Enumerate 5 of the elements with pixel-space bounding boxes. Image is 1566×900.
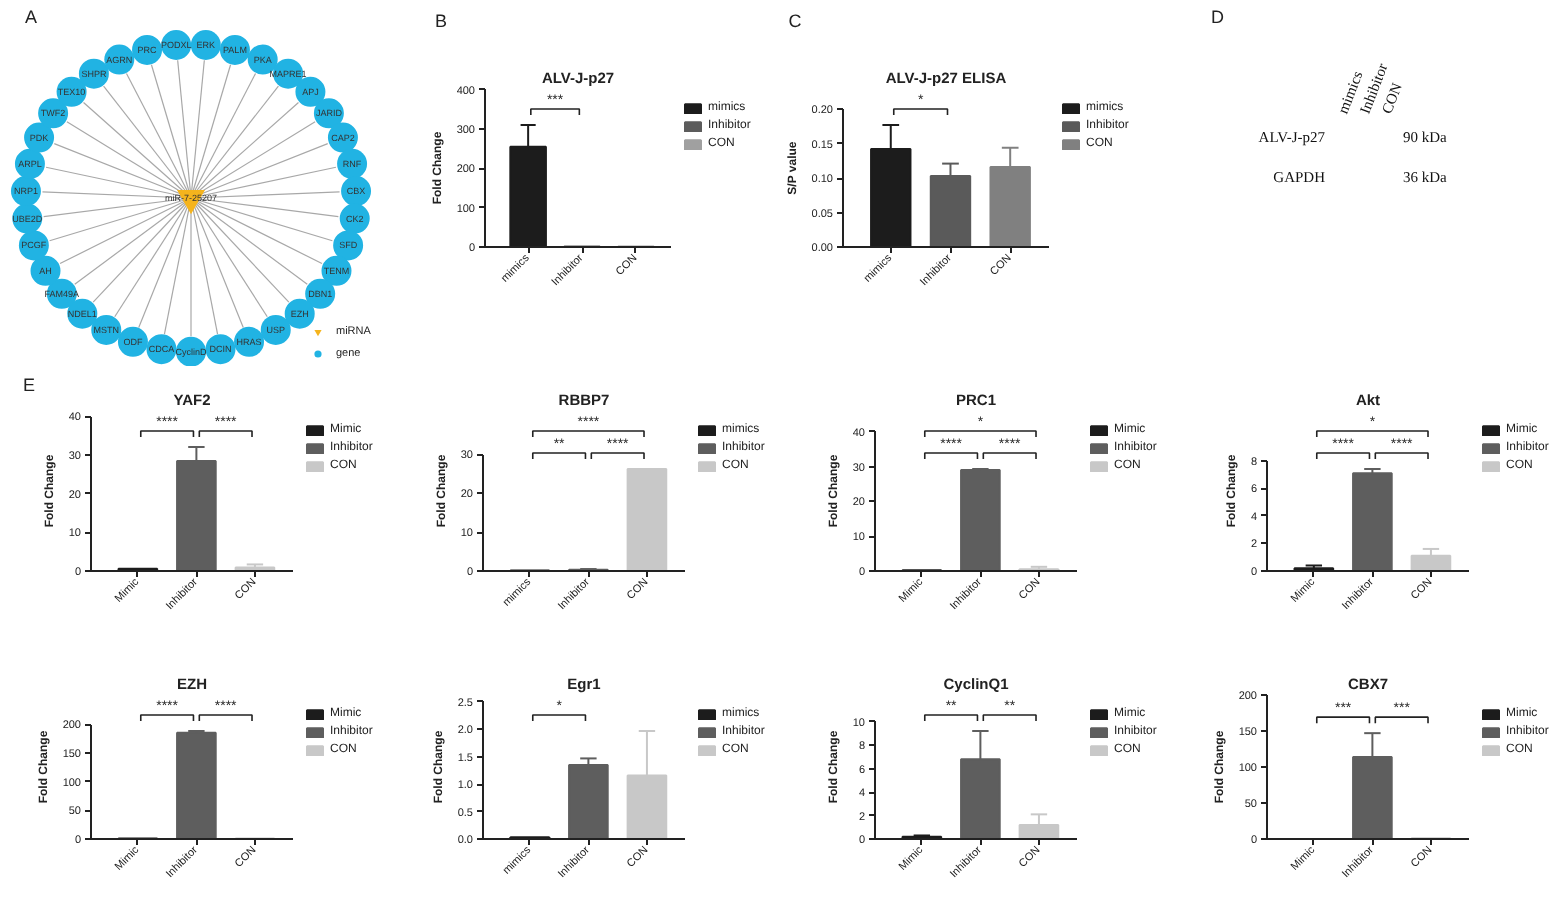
text: D [1211, 7, 1225, 27]
text: B [435, 11, 448, 31]
text: E [23, 375, 36, 395]
text: A [25, 7, 38, 27]
text: C [788, 11, 803, 31]
